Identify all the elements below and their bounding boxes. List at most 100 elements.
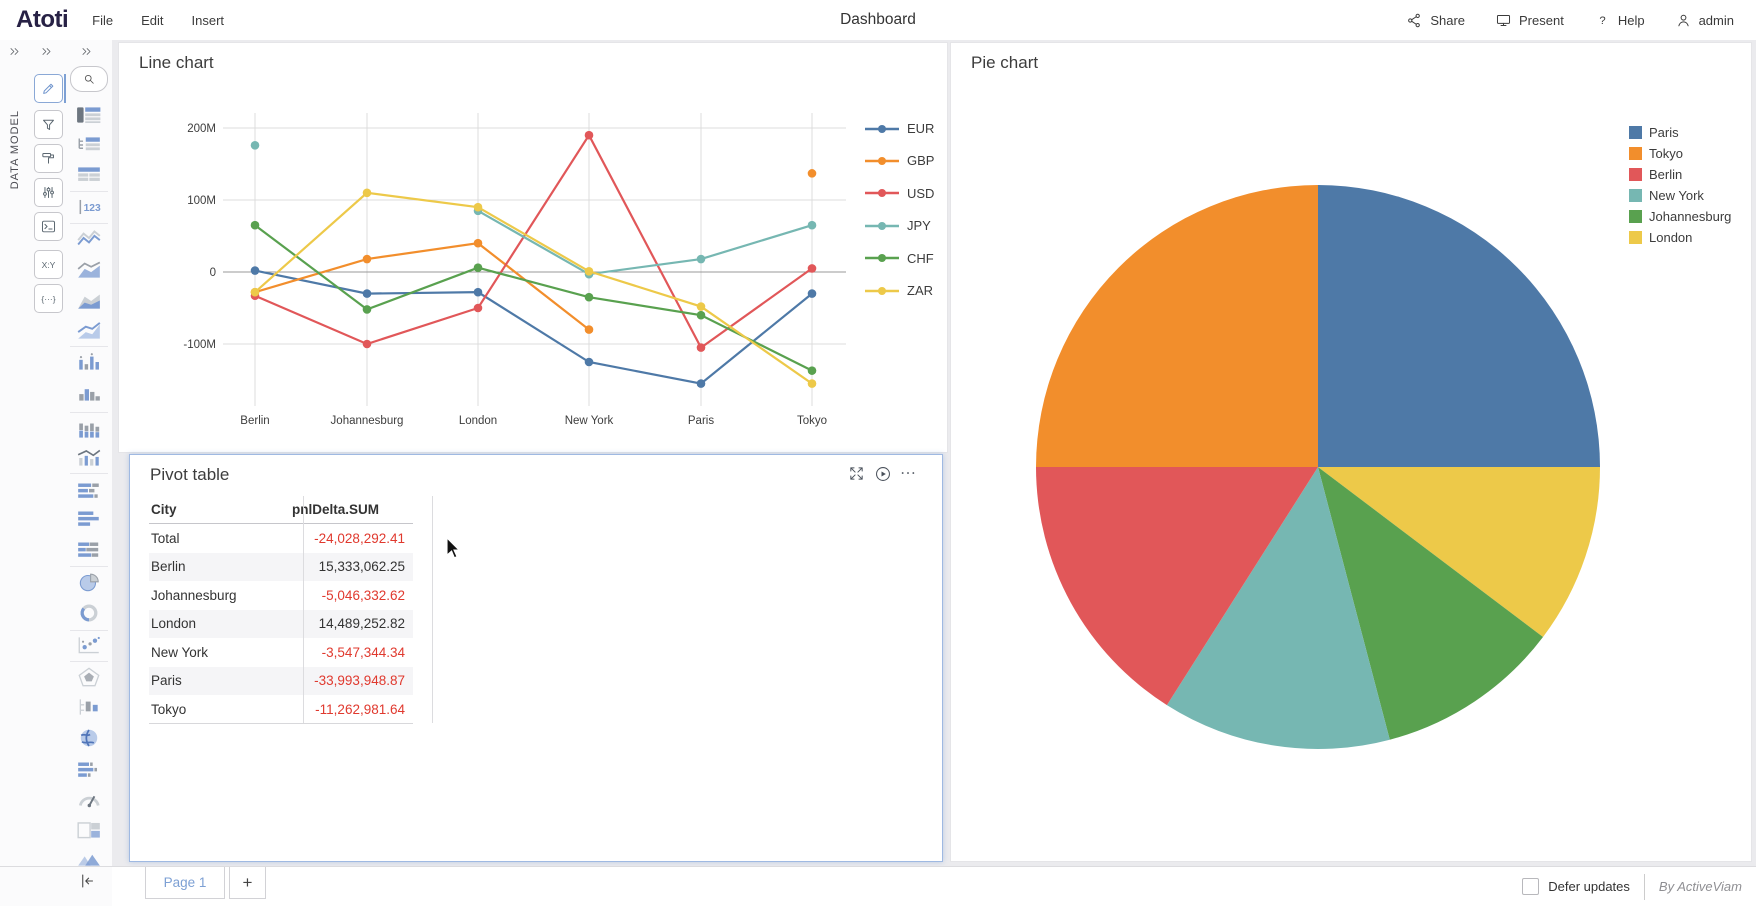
legend-item-zar[interactable]: ZAR: [864, 283, 933, 298]
action-help[interactable]: ? Help: [1594, 12, 1644, 29]
plain-table-view-icon[interactable]: [76, 164, 102, 186]
pivot-row-total[interactable]: Total -24,028,292.41: [149, 524, 413, 553]
legend-item-gbp[interactable]: GBP: [864, 153, 934, 168]
edit-pencil-tool[interactable]: [34, 74, 63, 103]
action-admin[interactable]: admin: [1675, 12, 1734, 29]
expression-braces-tool[interactable]: {···}: [34, 284, 63, 313]
treemap-view-icon[interactable]: [76, 819, 102, 841]
kpi-number-view-icon[interactable]: 123: [76, 196, 102, 218]
donut-chart-view-icon[interactable]: [76, 602, 102, 624]
area-line-chart-view-icon[interactable]: [76, 259, 102, 281]
pivot-column-header-city[interactable]: City: [151, 502, 177, 517]
tree-table-view-icon[interactable]: [76, 134, 102, 156]
legend-item-usd[interactable]: USD: [864, 186, 934, 201]
gauge-chart-view-icon[interactable]: [76, 788, 102, 810]
legend-item-eur[interactable]: EUR: [864, 121, 934, 136]
pivot-cell-city[interactable]: Berlin: [151, 559, 186, 575]
histogram-chart-view-icon[interactable]: [76, 382, 102, 404]
pivot-row-paris[interactable]: Paris -33,993,948.87: [149, 666, 413, 695]
play-circle-icon[interactable]: [874, 465, 894, 485]
pie-legend-item-johannesburg[interactable]: Johannesburg: [1629, 209, 1731, 224]
line-chart-view-icon[interactable]: [76, 227, 102, 249]
expand-gallery-icon[interactable]: [80, 45, 93, 58]
pivot-cell-city[interactable]: Paris: [151, 673, 182, 689]
filter-funnel-tool[interactable]: [34, 110, 63, 139]
action-present[interactable]: Present: [1495, 12, 1564, 29]
pie-legend-item-london[interactable]: London: [1629, 230, 1692, 245]
pivot-column-header-measure[interactable]: pnlDelta.SUM: [292, 502, 380, 517]
line-chart-widget[interactable]: Line chart 200M 100M 0 -100M Berlin Johannesb…: [118, 42, 948, 453]
pivot-cell-value[interactable]: -33,993,948.87: [314, 673, 405, 689]
pivot-table-widget[interactable]: Pivot table City pnlDelta.SUM Total -24,0…: [129, 454, 943, 862]
xy-axes-tool[interactable]: X:Y: [34, 250, 63, 279]
line-chart-plot[interactable]: 200M 100M 0 -100M Berlin Johannesburg London Ne…: [119, 43, 949, 454]
pivot-row-berlin[interactable]: Berlin 15,333,062.25: [149, 552, 413, 581]
table-view-icon[interactable]: [76, 104, 102, 126]
menu-item-edit[interactable]: Edit: [141, 12, 164, 28]
stacked-bar-chart-view-icon[interactable]: [76, 419, 102, 441]
search-widget-button[interactable]: [70, 66, 108, 92]
pie-slice-paris[interactable]: [1318, 185, 1600, 467]
legend-item-jpy[interactable]: JPY: [864, 218, 931, 233]
grouped-bar-chart-view-icon[interactable]: [76, 351, 102, 373]
defer-updates-checkbox[interactable]: [1522, 878, 1540, 895]
expand-data-model-icon[interactable]: [8, 45, 21, 58]
pie-slice-london[interactable]: [1318, 467, 1600, 637]
gantt-chart-view-icon[interactable]: [76, 758, 102, 780]
defer-updates-label[interactable]: Defer updates: [1548, 879, 1630, 894]
pivot-cell-city[interactable]: Tokyo: [151, 701, 187, 717]
app-logo[interactable]: Atoti: [16, 6, 69, 33]
pivot-cell-value[interactable]: -11,262,981.64: [315, 701, 405, 717]
settings-sliders-tool[interactable]: [34, 178, 63, 207]
expand-icon[interactable]: [848, 465, 868, 485]
pivot-header-row[interactable]: City pnlDelta.SUM: [149, 496, 413, 524]
world-map-view-icon[interactable]: [76, 727, 102, 749]
pivot-cell-city[interactable]: London: [151, 616, 197, 632]
legend-item-chf[interactable]: CHF: [864, 251, 934, 266]
mountain-area-view-icon[interactable]: [76, 847, 102, 869]
pivot-cell-value[interactable]: -24,028,292.41: [314, 530, 405, 546]
pivot-cell-value[interactable]: -3,547,344.34: [321, 644, 405, 660]
pivot-cell-value[interactable]: 14,489,252.82: [318, 616, 405, 632]
horizontal-bar-view-icon[interactable]: [76, 507, 102, 529]
menu-item-insert[interactable]: Insert: [191, 12, 225, 28]
pivot-cell-city[interactable]: Johannesburg: [151, 587, 237, 603]
action-share[interactable]: Share: [1406, 12, 1465, 29]
pie-slice-johannesburg[interactable]: [1318, 467, 1543, 740]
pie-slice-tokyo[interactable]: [1036, 185, 1318, 467]
pie-legend-item-berlin[interactable]: Berlin: [1629, 167, 1682, 182]
pie-legend-item-tokyo[interactable]: Tokyo: [1629, 146, 1683, 161]
pie-slice-berlin[interactable]: [1036, 467, 1318, 706]
pie-legend-item-new-york[interactable]: New York: [1629, 188, 1704, 203]
horizontal-stacked-bar-view-icon[interactable]: [76, 538, 102, 560]
menu-item-file[interactable]: File: [92, 12, 114, 28]
pivot-cell-city[interactable]: New York: [151, 644, 209, 660]
stacked-area-chart-view-icon[interactable]: [76, 290, 102, 312]
svg-text:Johannesburg: Johannesburg: [331, 415, 404, 427]
pie-chart-plot[interactable]: [951, 43, 1753, 863]
ellipsis-icon[interactable]: [900, 465, 920, 485]
pivot-row-new-york[interactable]: New York -3,547,344.34: [149, 638, 413, 667]
expand-tools-icon[interactable]: [40, 45, 53, 58]
pie-chart-view-icon[interactable]: [76, 571, 102, 593]
radar-chart-view-icon[interactable]: [76, 666, 102, 688]
add-page-button[interactable]: +: [229, 867, 266, 899]
horizontal-bar-segments-view-icon[interactable]: [76, 479, 102, 501]
pivot-row-london[interactable]: London 14,489,252.82: [149, 609, 413, 638]
box-plot-view-icon[interactable]: [76, 696, 102, 718]
pie-chart-widget[interactable]: Pie chart Paris Tokyo Berlin New York Johann…: [950, 42, 1752, 862]
collapse-left-icon[interactable]: [79, 872, 99, 892]
scatter-plot-view-icon[interactable]: [76, 634, 102, 656]
filled-line-chart-view-icon[interactable]: [76, 320, 102, 342]
format-roller-tool[interactable]: [34, 144, 63, 173]
pie-slice-new-york[interactable]: [1166, 467, 1390, 749]
pivot-cell-city[interactable]: Total: [151, 530, 180, 546]
pie-legend-item-paris[interactable]: Paris: [1629, 125, 1679, 140]
console-terminal-tool[interactable]: [34, 212, 63, 241]
pivot-cell-value[interactable]: -5,046,332.62: [321, 587, 405, 603]
pivot-cell-value[interactable]: 15,333,062.25: [318, 559, 405, 575]
pivot-row-johannesburg[interactable]: Johannesburg -5,046,332.62: [149, 581, 413, 610]
bar-line-combo-view-icon[interactable]: [76, 447, 102, 469]
page-tab[interactable]: Page 1: [145, 867, 225, 899]
pivot-row-tokyo[interactable]: Tokyo -11,262,981.64: [149, 695, 413, 724]
